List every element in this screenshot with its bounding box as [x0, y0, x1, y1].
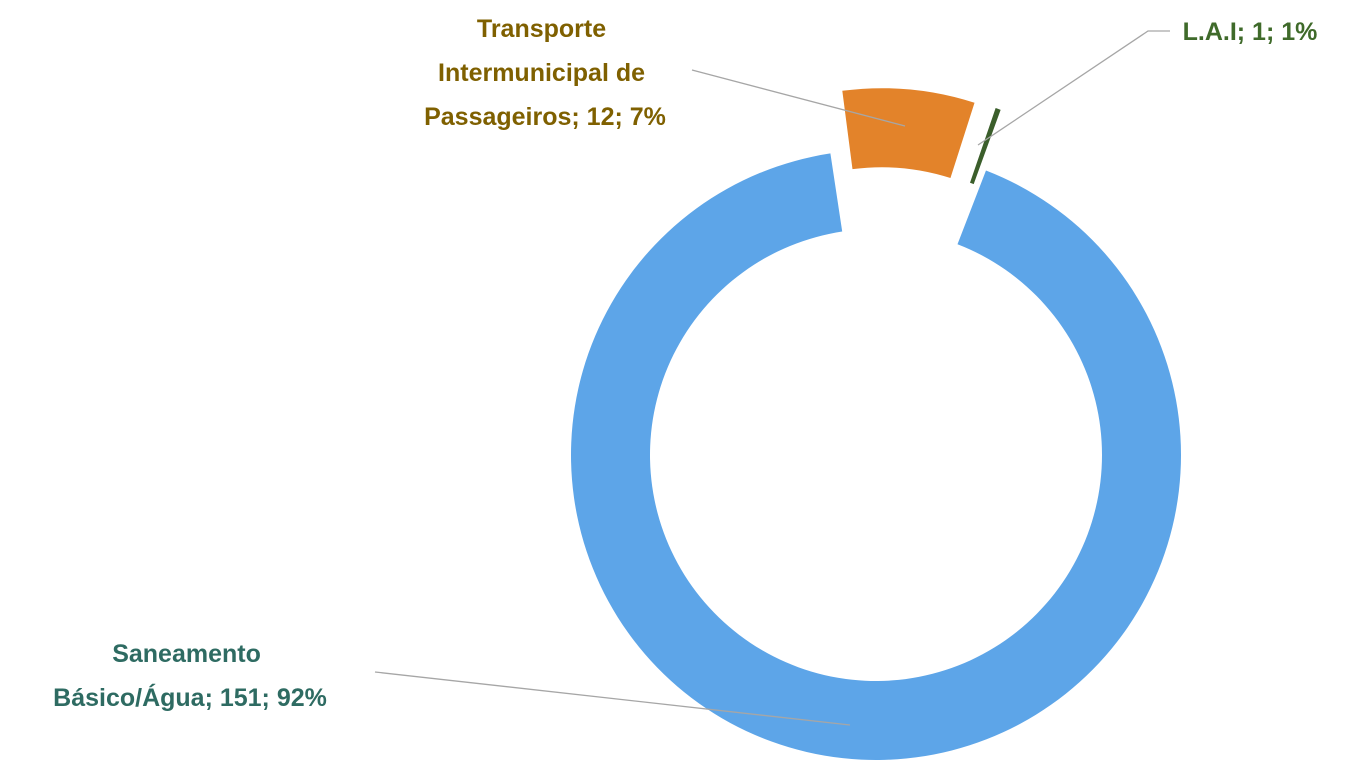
leader-line — [977, 30, 1170, 146]
data-label: Transporte Intermunicipal de Passageiros… — [424, 15, 666, 131]
label-line: Básico/Água; 151; 92% — [53, 683, 327, 712]
leader-line — [374, 671, 851, 726]
donut-slice: L.A.I — [969, 108, 1001, 185]
data-label: Saneamento Básico/Água; 151; 92% — [53, 640, 327, 712]
label-line: Transporte — [477, 15, 613, 43]
label-line: Intermunicipal de — [438, 59, 652, 87]
label-line: Passageiros; 12; 7% — [424, 103, 666, 131]
leader-line — [691, 69, 906, 127]
donut-slice: Saneamento Básico/Água — [571, 153, 1182, 760]
label-line: L.A.I; 1; 1% — [1183, 18, 1318, 46]
donut-slice: Transporte Intermunicipal de Passageiros — [842, 88, 975, 179]
label-line: Saneamento — [112, 640, 268, 668]
data-label: L.A.I; 1; 1% — [1183, 18, 1318, 46]
